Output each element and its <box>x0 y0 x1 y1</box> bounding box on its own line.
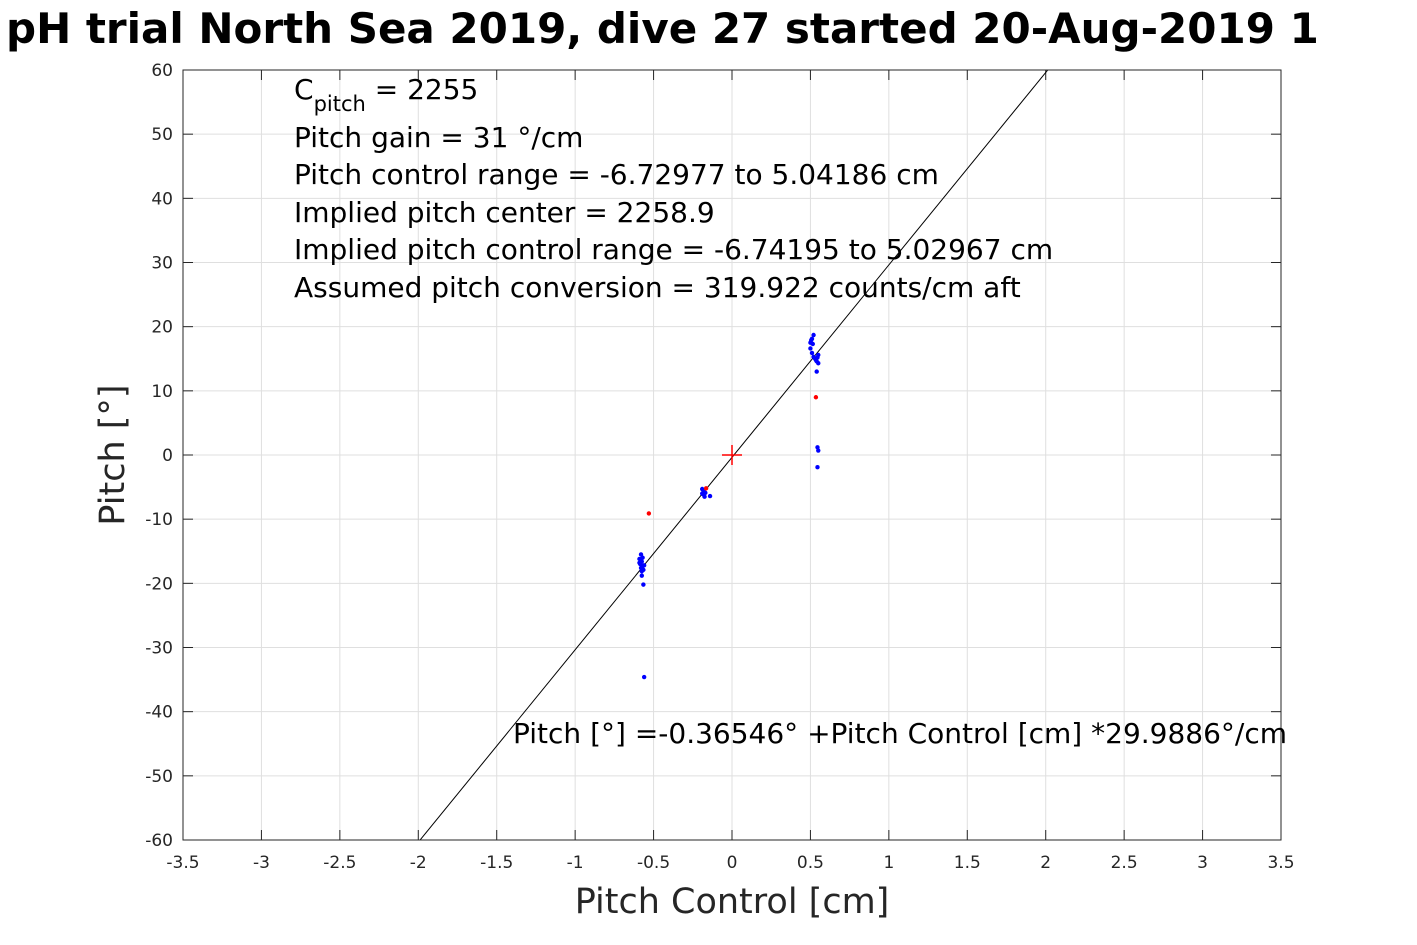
center-marker <box>722 445 742 465</box>
x-tick-label: -0.5 <box>637 853 670 873</box>
annotation-pitch-conversion: Assumed pitch conversion = 319.922 count… <box>294 271 1021 304</box>
data-point <box>703 490 708 496</box>
x-tick-label: -1 <box>567 853 584 873</box>
annotation-implied-range: Implied pitch control range = -6.74195 t… <box>294 233 1053 266</box>
annotation-fit-equation: Pitch [°] =-0.36546° +Pitch Control [cm]… <box>513 717 1287 750</box>
data-point <box>637 560 642 565</box>
data-point <box>816 361 821 366</box>
data-point <box>808 346 813 351</box>
data-point <box>813 395 819 400</box>
y-tick-label: -50 <box>145 767 173 787</box>
y-tick-label: -20 <box>145 574 173 594</box>
data-point <box>809 337 814 343</box>
y-tick-label: 50 <box>151 125 173 145</box>
cpitch-value: = 2255 <box>366 73 479 106</box>
data-point <box>641 674 647 680</box>
data-point <box>641 563 647 568</box>
y-tick-label: -40 <box>145 703 173 723</box>
x-tick-label: 3.5 <box>1267 853 1294 873</box>
x-tick-label: 1 <box>883 853 894 873</box>
data-point <box>639 573 645 578</box>
data-point <box>814 369 819 374</box>
y-tick-label: -60 <box>145 831 173 851</box>
x-tick-label: 0.5 <box>797 853 824 873</box>
data-point <box>707 493 713 499</box>
x-tick-label: 2 <box>1040 853 1051 873</box>
cpitch-base: C <box>294 73 314 106</box>
data-point <box>811 332 816 338</box>
x-tick-label: -2.5 <box>323 853 356 873</box>
annotation-cpitch: Cpitch = 2255 <box>294 73 478 116</box>
x-tick-labels: -3.5 -3 -2.5 -2 -1.5 -1 -0.5 0 0.5 1 1.5 2 2.5 3 3.5 <box>166 853 1294 873</box>
data-point <box>640 555 645 560</box>
y-tick-label: 20 <box>151 318 173 338</box>
chart-title: pH trial North Sea 2019, dive 27 started… <box>6 4 1319 53</box>
plot-content <box>419 70 1049 840</box>
y-tick-label: 10 <box>151 382 173 402</box>
x-tick-label: -1.5 <box>480 853 513 873</box>
data-point <box>809 350 815 356</box>
plot-frame <box>182 69 1282 841</box>
x-tick-label: -3.5 <box>166 853 199 873</box>
data-point <box>641 582 646 587</box>
annotation-pitch-gain: Pitch gain = 31 °/cm <box>294 121 583 154</box>
data-point <box>703 486 709 491</box>
data-point <box>646 511 652 516</box>
data-point <box>816 448 821 453</box>
y-tick-label: -10 <box>145 510 173 530</box>
x-tick-label: 0 <box>727 853 738 873</box>
data-point <box>815 464 820 470</box>
data-point <box>813 357 819 363</box>
y-tick-label: 60 <box>151 61 173 81</box>
x-tick-label: 3 <box>1197 853 1208 873</box>
x-axis-label: Pitch Control [cm] <box>575 882 890 922</box>
cpitch-subscript: pitch <box>314 92 366 116</box>
x-tick-label: 2.5 <box>1111 853 1138 873</box>
data-point <box>816 352 821 358</box>
y-tick-labels: -60 -50 -40 -30 -20 -10 0 10 20 30 40 50 60 <box>145 61 173 851</box>
x-tick-label: 1.5 <box>954 853 981 873</box>
y-tick-label: -30 <box>145 639 173 659</box>
x-tick-label: -2 <box>410 853 427 873</box>
data-point <box>639 568 645 574</box>
data-point <box>702 494 707 499</box>
y-tick-label: 30 <box>151 254 173 274</box>
annotation-implied-center: Implied pitch center = 2258.9 <box>294 196 715 229</box>
y-tick-label: 0 <box>162 446 173 466</box>
y-axis-label: Pitch [°] <box>93 384 133 525</box>
data-point <box>810 341 815 347</box>
annotation-pitch-control-range: Pitch control range = -6.72977 to 5.0418… <box>294 158 939 191</box>
data-points <box>637 332 821 680</box>
y-tick-label: 40 <box>151 189 173 209</box>
x-tick-label: -3 <box>253 853 270 873</box>
